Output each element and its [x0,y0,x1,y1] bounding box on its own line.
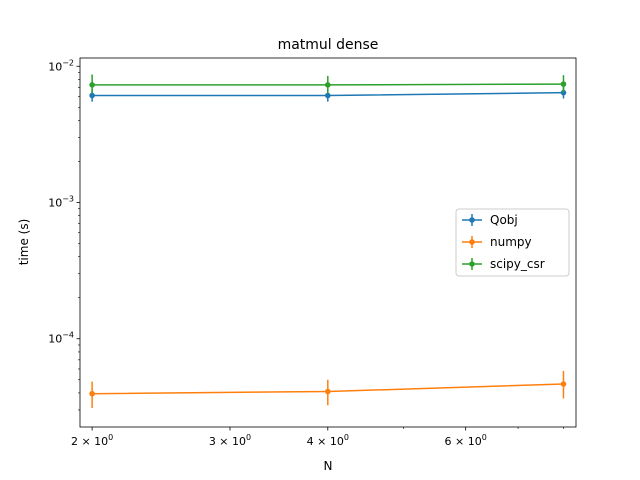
data-point [89,82,95,88]
legend-marker [469,261,475,267]
series-scipy_csr [89,74,567,94]
legend-marker [469,217,475,223]
data-point [89,92,95,99]
y-tick-label: 10−2 [48,58,74,73]
legend-entry-Qobj: Qobj [462,213,518,227]
legend: Qobj numpy scipy_csr [455,208,570,277]
legend-box [455,208,570,277]
legend-label: Qobj [490,213,518,227]
x-tick-label: 4 × 100 [307,433,349,448]
y-tick-label: 10−3 [48,195,74,210]
data-point [89,390,95,397]
legend-label: numpy [490,235,532,249]
series-numpy [89,370,567,409]
y-axis-label: time (s) [17,219,31,266]
data-point [560,81,567,87]
x-tick-label: 6 × 100 [445,433,487,448]
series-layer [89,74,567,409]
axis-ticks: 2 × 100 3 × 100 4 × 100 6 × 100 10−4 10−3 10−2 [48,58,564,448]
data-point [324,82,331,88]
data-point [560,381,567,387]
x-tick-label: 3 × 100 [209,433,251,448]
data-point [324,388,331,395]
legend-entry-scipy_csr: scipy_csr [462,257,545,271]
plot-frame [79,57,577,428]
legend-entry-numpy: numpy [462,235,532,249]
chart-title: matmul dense [278,37,379,53]
x-axis-label: N [324,459,333,473]
y-tick-label: 10−4 [48,331,74,346]
legend-label: scipy_csr [490,257,545,271]
legend-marker [469,239,475,245]
data-point [324,92,331,99]
x-tick-label: 2 × 100 [71,433,113,448]
